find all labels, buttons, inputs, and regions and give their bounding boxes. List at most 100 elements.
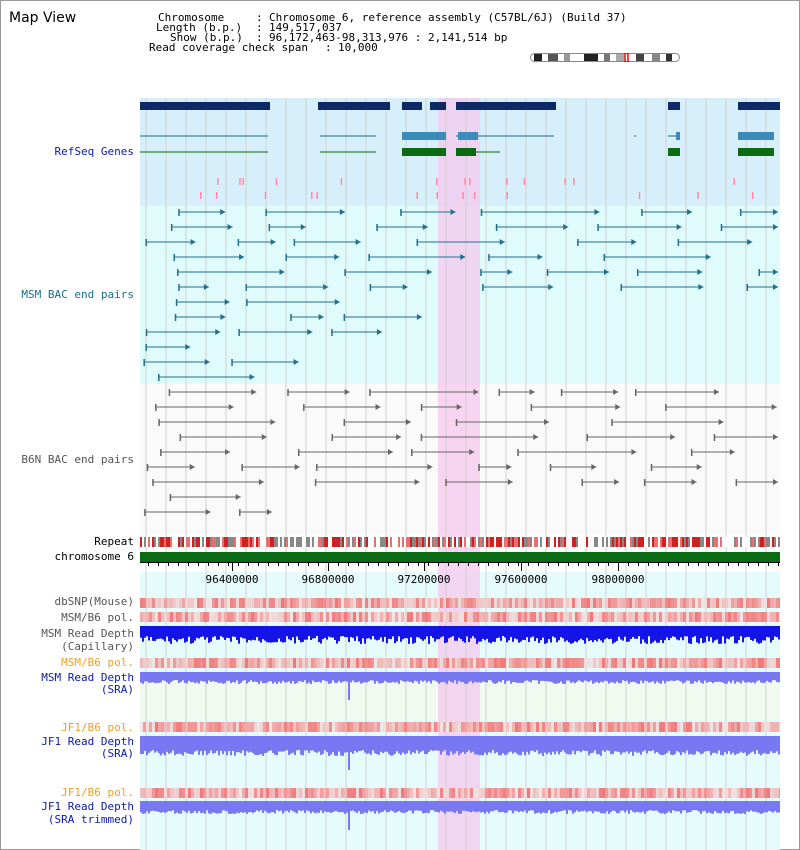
- msm-b6-pol-heat-cell: [746, 612, 749, 622]
- msm-bac-pair-arrow: [279, 269, 285, 275]
- msm-capillary-depth-bar: [652, 626, 654, 643]
- msm-b6-pol-heat-cell: [698, 612, 701, 622]
- jf1-sra-depth-bar: [312, 736, 314, 751]
- jf1-b6-pol-heat-cell: [725, 788, 728, 798]
- msm-sra-depth-bar: [242, 672, 244, 681]
- jf1-trimmed-depth-bar: [240, 801, 242, 813]
- jf1-trimmed-depth-bar: [562, 801, 564, 811]
- msm-b6-pol-heat-cell: [155, 612, 158, 622]
- b6n-bac-pair-arrow: [696, 464, 702, 470]
- chromosome-ideogram[interactable]: [530, 53, 680, 62]
- jf1-trimmed-depth-bar: [146, 801, 148, 812]
- jf1-b6-pol-heat-cell: [149, 788, 152, 798]
- b6n-bac-pair-arrow: [614, 479, 620, 485]
- msm-b6-pol-heat-cell: [317, 658, 320, 668]
- repeat-segment: [296, 537, 298, 547]
- b6n-bac-pair-arrow: [258, 479, 264, 485]
- jf1-b6-pol-heat-cell: [569, 788, 572, 798]
- jf1-b6-pol-heat-cell: [179, 722, 182, 732]
- jf1-trimmed-depth-bar: [540, 801, 542, 814]
- jf1-b6-pol-heat-cell: [566, 788, 569, 798]
- jf1-b6-pol-heat-cell: [476, 722, 479, 732]
- repeat-segment: [232, 537, 234, 547]
- jf1-trimmed-depth-bar: [344, 801, 346, 814]
- msm-bac-pair-end: [158, 374, 160, 381]
- msm-b6-pol-heat-cell: [356, 658, 359, 668]
- msm-b6-pol-heat-cell: [710, 612, 713, 622]
- repeat-segment: [706, 537, 708, 547]
- dbsnp-heat-cell: [578, 598, 581, 608]
- track-label-refseq[interactable]: RefSeq Genes: [54, 145, 134, 158]
- msm-b6-pol-heat-cell: [575, 658, 578, 668]
- msm-sra-depth-bar: [214, 672, 216, 682]
- msm-sra-depth-bar: [204, 672, 206, 682]
- jf1-trimmed-depth-bar: [550, 801, 552, 814]
- msm-bac-pair-arrow: [548, 284, 554, 290]
- repeat-segment: [658, 537, 660, 547]
- jf1-trimmed-depth-bar: [592, 801, 594, 814]
- jf1-trimmed-depth-bar: [494, 801, 496, 811]
- msm-b6-pol-heat-cell: [368, 658, 371, 668]
- b6n-bac-pair-end: [581, 479, 583, 486]
- msm-capillary-depth-bar: [376, 626, 378, 641]
- jf1-b6-pol-heat-cell: [482, 722, 485, 732]
- jf1-sra-depth-bar: [482, 736, 484, 756]
- jf1-sra-depth-bar: [616, 736, 618, 752]
- track-label-msm-bac[interactable]: MSM BAC end pairs: [21, 288, 134, 301]
- jf1-sra-depth-bar: [252, 736, 254, 754]
- jf1-trimmed-depth-bar: [412, 801, 414, 814]
- msm-capillary-depth-bar: [490, 626, 492, 644]
- jf1-sra-depth-bar: [686, 736, 688, 751]
- track-label-b6n-bac[interactable]: B6N BAC end pairs: [21, 453, 134, 466]
- msm-sra-depth-bar: [718, 672, 720, 682]
- msm-b6-pol-heat-cell: [323, 658, 326, 668]
- repeat-segment: [442, 537, 444, 547]
- jf1-trimmed-depth-bar: [590, 801, 592, 812]
- repeat-segment: [552, 537, 554, 547]
- msm-sra-depth-bar: [666, 672, 668, 682]
- repeat-segment: [378, 537, 380, 547]
- axis-tick-label: 98000000: [591, 573, 645, 586]
- msm-b6-pol-heat-cell: [251, 658, 254, 668]
- jf1-trimmed-depth-bar: [170, 801, 172, 812]
- jf1-b6-pol-heat-cell: [767, 788, 770, 798]
- jf1-sra-depth-bar: [466, 736, 468, 752]
- jf1-b6-pol-heat-cell: [272, 788, 275, 798]
- msm-capillary-depth-bar: [456, 626, 458, 641]
- msm-sra-depth-bar: [446, 672, 448, 684]
- msm-bac-pair-arrow: [422, 224, 428, 230]
- repeat-segment: [638, 537, 640, 547]
- msm-sra-depth-bar: [650, 672, 652, 683]
- msm-sra-depth-bar: [552, 672, 554, 683]
- jf1-sra-depth-bar: [644, 736, 646, 751]
- dbsnp-heat-cell: [284, 598, 287, 608]
- jf1-sra-depth-bar: [574, 736, 576, 755]
- repeat-segment: [298, 537, 300, 547]
- jf1-sra-depth-bar: [298, 736, 300, 751]
- msm-capillary-depth-bar: [306, 626, 308, 640]
- b6n-bac-pair-arrow: [771, 404, 777, 410]
- msm-sra-depth-bar: [164, 672, 166, 681]
- dbsnp-heat-cell: [323, 598, 326, 608]
- jf1-b6-pol-heat-cell: [626, 788, 629, 798]
- msm-capillary-depth-bar: [330, 626, 332, 638]
- msm-sra-depth-bar: [308, 672, 310, 683]
- genome-browser-plot[interactable]: [140, 98, 780, 850]
- msm-sra-depth-bar: [152, 672, 154, 683]
- msm-capillary-depth-bar: [688, 626, 690, 644]
- jf1-trimmed-depth-bar: [206, 801, 208, 811]
- jf1-b6-pol-heat-cell: [179, 788, 182, 798]
- repeat-segment: [710, 537, 712, 547]
- jf1-b6-pol-heat-cell: [620, 788, 623, 798]
- msm-capillary-depth-bar: [162, 626, 164, 640]
- jf1-b6-pol-heat-cell: [593, 788, 596, 798]
- msm-b6-pol-heat-cell: [524, 612, 527, 622]
- jf1-b6-pol-heat-cell: [521, 722, 524, 732]
- jf1-sra-depth-bar: [734, 736, 736, 755]
- jf1-sra-depth-bar: [406, 736, 408, 754]
- jf1-b6-pol-heat-cell: [611, 788, 614, 798]
- position-axis: 96400000 96800000 97200000 97600000 98000000: [140, 562, 780, 590]
- msm-b6-pol-heat-cell: [431, 612, 434, 622]
- dbsnp-heat-cell: [494, 598, 497, 608]
- msm-b6-pol-heat-cell: [224, 658, 227, 668]
